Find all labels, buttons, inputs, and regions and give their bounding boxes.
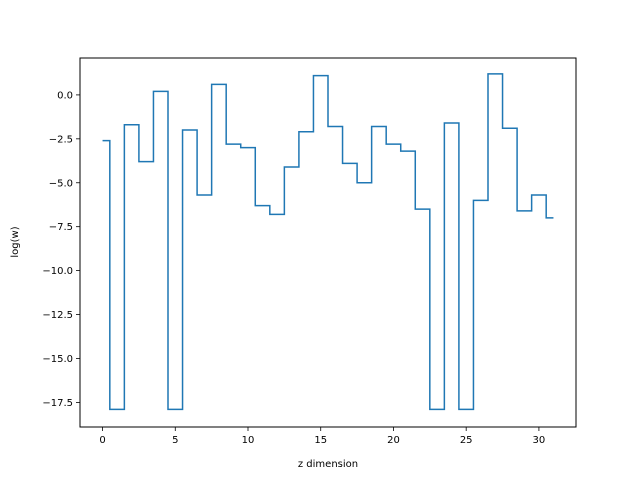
x-axis-label: z dimension xyxy=(298,459,358,470)
y-tick-label: −17.5 xyxy=(42,398,73,409)
x-tick-label: 20 xyxy=(387,435,400,446)
x-tick-label: 15 xyxy=(314,435,327,446)
x-tick-label: 25 xyxy=(460,435,473,446)
x-tick-label: 30 xyxy=(533,435,546,446)
y-tick-label: −12.5 xyxy=(42,310,73,321)
plot-area xyxy=(102,73,554,411)
y-tick-label: −5.0 xyxy=(49,178,73,189)
x-axis-ticks: 0 5 10 15 20 25 30 xyxy=(99,427,545,446)
series-line xyxy=(102,73,554,411)
y-axis-label: log(w) xyxy=(10,226,21,257)
y-tick-label: −15.0 xyxy=(42,354,73,365)
x-tick-label: 10 xyxy=(242,435,255,446)
y-tick-label: 0.0 xyxy=(57,90,73,101)
y-tick-label: −10.0 xyxy=(42,266,73,277)
axes-frame xyxy=(79,57,577,428)
y-tick-label: −2.5 xyxy=(49,134,73,145)
y-axis-ticks: 0.0 −2.5 −5.0 −7.5 −10.0 −12.5 −15.0 −17.5 xyxy=(42,90,80,409)
y-tick-label: −7.5 xyxy=(49,222,73,233)
x-tick-label: 5 xyxy=(172,435,178,446)
x-tick-label: 0 xyxy=(99,435,105,446)
